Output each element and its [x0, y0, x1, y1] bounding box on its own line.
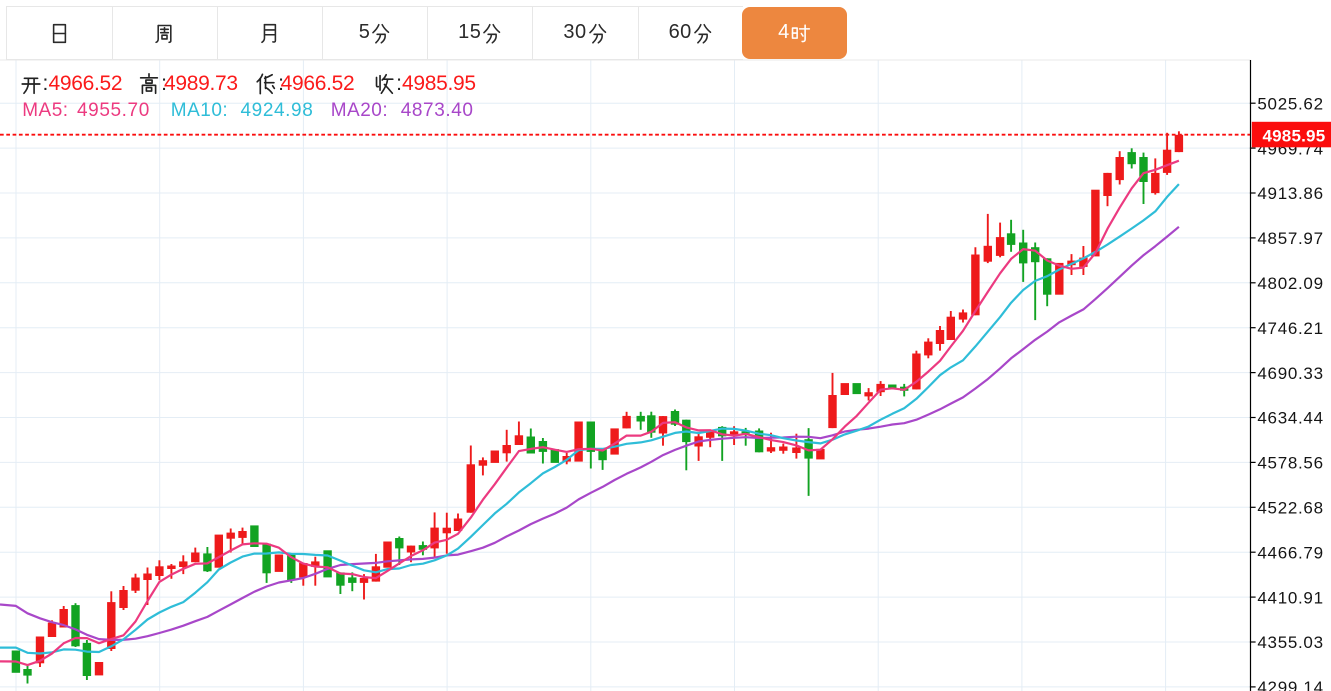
svg-text:4299.14: 4299.14 [1257, 678, 1323, 691]
svg-text:4522.68: 4522.68 [1257, 499, 1323, 518]
svg-text:5025.62: 5025.62 [1257, 94, 1323, 113]
svg-text:4355.03: 4355.03 [1257, 633, 1323, 652]
svg-text:4466.79: 4466.79 [1257, 543, 1323, 562]
svg-text:4985.95: 4985.95 [1263, 126, 1326, 145]
svg-text:4802.09: 4802.09 [1257, 274, 1323, 293]
svg-text:4578.56: 4578.56 [1257, 454, 1323, 473]
svg-text:4746.21: 4746.21 [1257, 319, 1323, 338]
svg-text:4634.44: 4634.44 [1257, 409, 1323, 428]
svg-text:4857.97: 4857.97 [1257, 229, 1323, 248]
svg-text:4913.86: 4913.86 [1257, 184, 1323, 203]
svg-text:4410.91: 4410.91 [1257, 588, 1323, 607]
svg-text:4690.33: 4690.33 [1257, 364, 1323, 383]
